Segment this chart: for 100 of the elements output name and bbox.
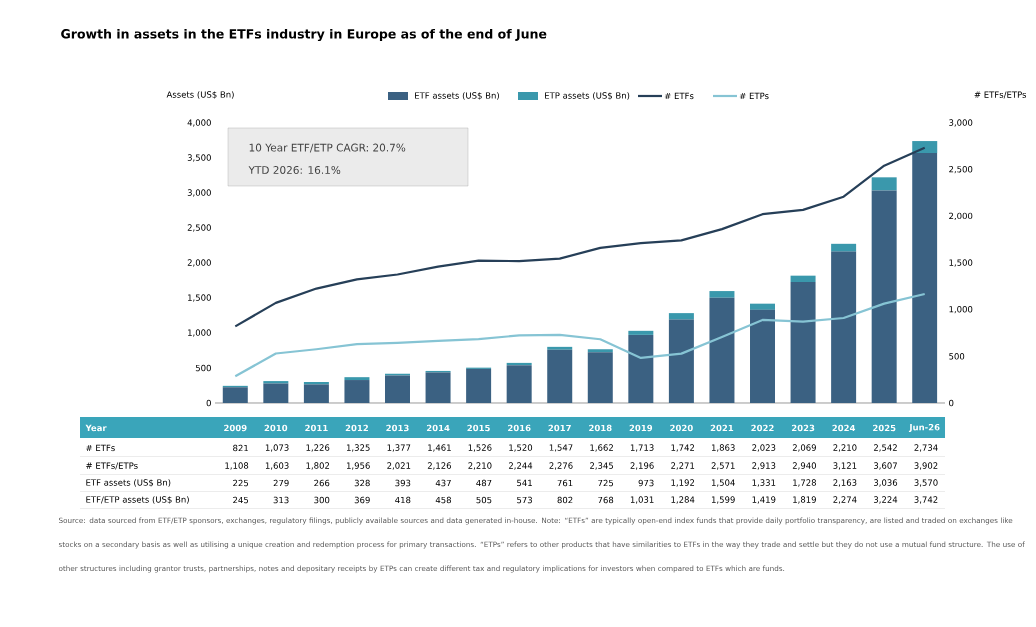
data-label: 279 [273, 479, 289, 487]
data-label: 1,504 [711, 479, 735, 487]
text: 802 [557, 496, 573, 504]
y-tick-label: 2,500 [187, 224, 211, 232]
x-tick-label: 2014 [426, 424, 450, 432]
y2-tick-label: 1,500 [949, 259, 973, 267]
y-tick-label: 1,000 [188, 329, 211, 337]
data-label: 225 [233, 479, 249, 487]
text: # ETFs [86, 444, 115, 452]
text: 1,603 [265, 462, 289, 470]
text: 768 [598, 496, 614, 504]
x-tick-label: 2021 [710, 424, 734, 432]
data-label: 3,036 [873, 479, 898, 487]
x-tick-label: 2025 [873, 424, 896, 432]
data-label: 1,073 [265, 444, 289, 452]
data-label: 1,742 [671, 444, 695, 452]
x-tick-label: 2016 [508, 424, 531, 432]
x-tick-label: 2023 [791, 424, 815, 432]
text: 1,284 [671, 496, 695, 504]
data-label: 1,461 [428, 444, 451, 452]
text: 418 [395, 496, 411, 504]
y-tick-label: 0 [206, 399, 211, 407]
data-label: 2,023 [752, 444, 776, 452]
legend-label: # ETPs [739, 92, 769, 100]
y-tick-label: 3,500 [187, 154, 211, 162]
data-label: 3,570 [914, 479, 938, 487]
data-label: 725 [598, 479, 614, 487]
legend-label: ETF assets (US$ Bn) [415, 92, 499, 100]
y2-tick-label: 2,000 [949, 212, 973, 220]
text: 2,571 [711, 462, 735, 470]
y2-axis-title: # ETFs/ETPs [974, 91, 1027, 99]
data-label: 1,192 [671, 479, 695, 487]
x-tick-label: 2018 [589, 424, 612, 432]
data-label: 1,863 [711, 444, 735, 452]
x-tick-label: 2022 [751, 424, 774, 432]
x-tick-label: 2019 [629, 424, 653, 432]
y2-tick-label: 1,000 [949, 306, 973, 314]
text: 505 [476, 496, 492, 504]
text: 245 [233, 496, 249, 504]
data-label: 328 [354, 479, 370, 487]
data-label: 1,325 [346, 444, 370, 452]
data-label: 1,226 [306, 444, 330, 452]
data-label: 2,210 [833, 444, 857, 452]
data-label: 1,662 [590, 444, 613, 452]
x-tick-label: 2010 [264, 424, 288, 432]
x-tick-label: Jun-26 [908, 424, 940, 433]
y-tick-label: 500 [195, 364, 211, 372]
y-tick-label: 2,000 [187, 259, 211, 267]
x-tick-label: 2017 [548, 424, 571, 432]
y-tick-label: 1,500 [188, 294, 211, 302]
data-label: 437 [435, 479, 451, 487]
text: 3,902 [914, 462, 938, 470]
text: 3,742 [914, 496, 938, 504]
text: 3,121 [833, 462, 857, 470]
data-label: 2,734 [914, 444, 938, 452]
text: 369 [354, 496, 370, 504]
data-label: 1,713 [630, 444, 654, 452]
text: 300 [314, 496, 330, 504]
annotation: YTD 2026: 16.1% [248, 166, 341, 174]
text: 1,031 [630, 496, 654, 504]
text: 2,913 [752, 462, 776, 470]
x-tick-label: 2013 [386, 424, 409, 432]
data-label: 821 [233, 444, 248, 452]
data-label: 1,728 [793, 479, 816, 487]
data-label: 973 [638, 479, 654, 487]
chart-title: Growth in assets in the ETFs industry in Europe as of the end of June [61, 28, 547, 42]
data-label: 2,069 [792, 444, 816, 452]
text: 1,599 [711, 496, 735, 504]
y2-tick-label: 0 [949, 399, 954, 407]
data-label: 1,520 [509, 444, 533, 452]
text: 1,108 [225, 462, 249, 470]
y-tick-label: 3,000 [187, 189, 211, 197]
data-label: 761 [557, 479, 573, 487]
text: 2,244 [508, 462, 533, 470]
text: 2,345 [590, 462, 614, 470]
text: 1,419 [752, 496, 776, 504]
text: 3,607 [873, 462, 897, 470]
text: 2,196 [630, 462, 654, 470]
text: 458 [435, 496, 451, 504]
text: 3,224 [873, 496, 898, 504]
text: ETF/ETP assets (US$ Bn) [86, 496, 189, 504]
data-label: 266 [314, 479, 330, 487]
x-tick-label: 2015 [467, 424, 490, 432]
legend-label: ETP assets (US$ Bn) [545, 92, 630, 100]
x-tick-label: 2012 [345, 424, 368, 432]
data-label: 541 [517, 479, 532, 487]
data-label: 1,547 [549, 444, 573, 452]
text: 2,940 [792, 462, 817, 470]
text: 573 [517, 496, 532, 504]
text: # ETFs/ETPs [86, 462, 138, 470]
text: 2,274 [833, 496, 857, 504]
y-axis-title: Assets (US$ Bn) [166, 91, 234, 99]
x-tick-label: 2009 [224, 424, 247, 432]
x-tick-label: 2024 [832, 424, 856, 432]
text: 1,819 [793, 496, 816, 504]
x-tick-label: 2011 [305, 424, 328, 432]
text: 1,802 [306, 462, 330, 470]
text: 2,021 [387, 462, 411, 470]
text: 2,276 [549, 462, 573, 470]
x-tick-label: 2020 [670, 424, 693, 432]
